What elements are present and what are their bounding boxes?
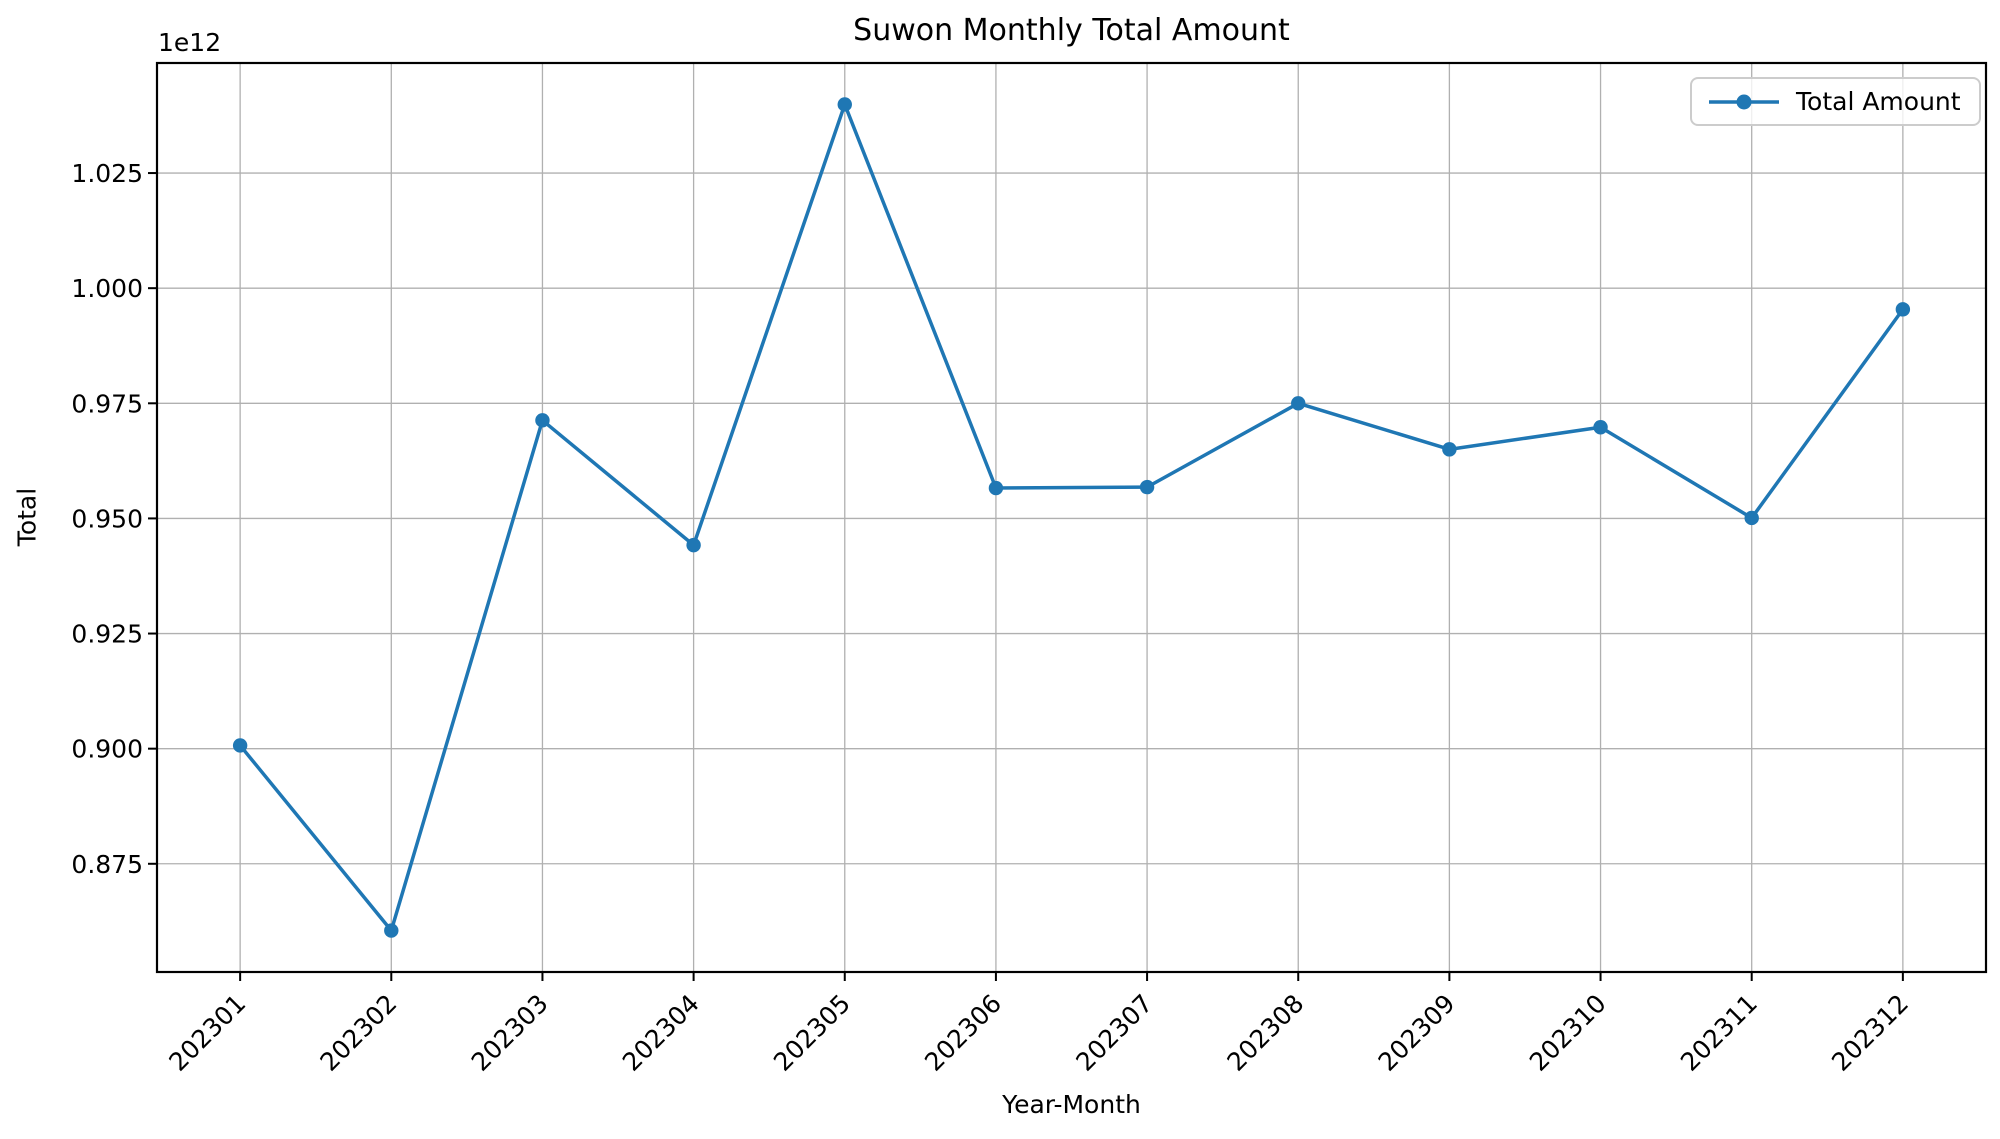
- data-point-202307: [1139, 479, 1155, 495]
- data-point-202304: [686, 537, 701, 553]
- y-tick-label: 0.875: [71, 850, 143, 879]
- legend-line-marker-icon: [1709, 94, 1779, 109]
- data-point-202302: [384, 923, 399, 938]
- x-tick-label: 202304: [617, 989, 705, 1077]
- data-point-202308: [1291, 396, 1306, 411]
- data-point-202303: [535, 413, 550, 428]
- data-point-202309: [1442, 442, 1457, 457]
- y-axis-label: Total: [12, 487, 42, 547]
- legend-label: Total Amount: [1796, 87, 1961, 116]
- y-axis-offset-text: 1e12: [158, 28, 222, 57]
- y-tick-label: 1.025: [71, 159, 143, 188]
- y-tick-label: 0.900: [71, 735, 143, 764]
- legend: Total Amount: [1690, 77, 1981, 126]
- x-tick-label: 202309: [1373, 989, 1461, 1077]
- x-tick-label: 202305: [768, 989, 856, 1077]
- data-point-202306: [988, 480, 1004, 496]
- data-point-202305: [837, 97, 852, 112]
- legend-sample-marker: [1736, 94, 1752, 109]
- x-tick-label: 202310: [1524, 989, 1612, 1077]
- y-tick-label: 0.950: [71, 504, 143, 533]
- data-point-202310: [1593, 420, 1608, 435]
- chart-title: Suwon Monthly Total Amount: [853, 13, 1290, 48]
- data-point-202301: [232, 738, 248, 753]
- x-tick-label: 202307: [1070, 989, 1158, 1077]
- x-tick-label: 202302: [315, 989, 403, 1077]
- data-point-202312: [1895, 302, 1911, 317]
- data-point-202311: [1744, 510, 1759, 526]
- series-line-total-amount: [238, 102, 1905, 933]
- x-axis-label: Year-Month: [1002, 1090, 1141, 1119]
- y-tick-label: 0.925: [71, 620, 143, 649]
- y-tick-label: 0.975: [71, 389, 143, 418]
- x-tick-label: 202308: [1221, 989, 1309, 1077]
- y-tick-label: 1.000: [71, 274, 143, 303]
- x-tick-label: 202306: [919, 989, 1007, 1077]
- x-tick-label: 202312: [1826, 989, 1914, 1077]
- plot-border: [155, 61, 1988, 974]
- x-tick-label: 202311: [1675, 989, 1763, 1077]
- x-tick-label: 202301: [163, 989, 251, 1077]
- x-tick-label: 202303: [466, 989, 554, 1077]
